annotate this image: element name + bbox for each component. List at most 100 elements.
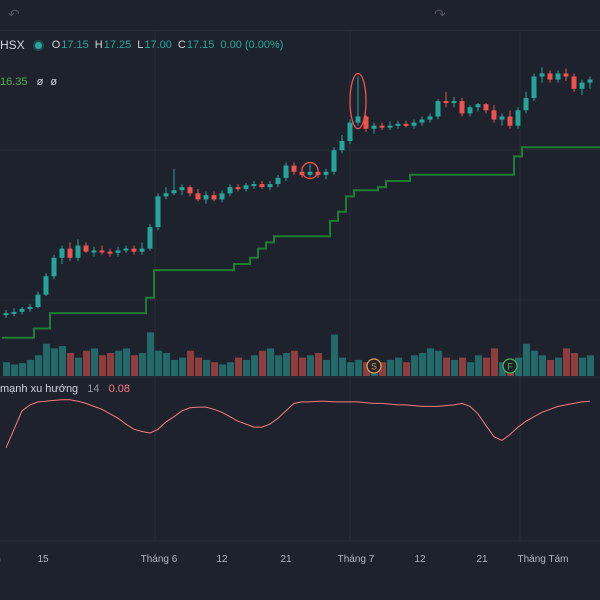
volume-bar [563,348,570,376]
volume-bar [451,359,458,376]
symbol-legend: HSX O 17.15 H 17.25 L 17.00 C 17.15 0.00… [0,37,289,53]
candle-body [427,116,433,120]
volume-bar [243,359,250,376]
candle-body [307,171,313,175]
volume-bar [43,343,50,376]
indicator-value: 0.08 [108,383,130,395]
candle [507,110,513,129]
candle-body [259,184,265,188]
volume-bar [355,359,362,376]
volume-bar [363,362,370,376]
top-toolbar: ↶ ↷ [0,0,600,31]
candle [483,102,489,114]
candle [123,245,129,253]
candle [491,105,497,123]
candle-body [403,123,409,126]
volume-bar [147,332,154,376]
volume-bar [491,348,498,376]
volume-bar [19,363,26,376]
signal-badge-s [366,358,382,374]
candle [131,245,137,255]
volume-bar [235,357,242,376]
candle-body [179,187,185,191]
volume-bars [3,332,594,376]
candle-body [67,248,73,258]
candle [291,162,297,175]
volume-bar [227,362,234,376]
candle [243,182,249,192]
candle [355,76,361,126]
candle [163,187,169,200]
volume-bar [403,362,410,376]
candle-body [475,104,481,108]
candle [11,308,17,317]
candle [387,121,393,130]
symbol-label[interactable]: HSX [0,38,25,52]
candle [347,119,353,145]
candle-body [155,196,161,228]
volume-bar [523,343,530,376]
candle-body [411,122,417,126]
candle-body [195,193,201,200]
volume-bar [107,353,114,376]
undo-icon[interactable]: ↶ [8,6,20,22]
x-tick-label: n [0,554,1,565]
stop-placeholder-1: ø [36,76,44,88]
candle [235,184,241,192]
signal-badge-s-label: S [371,362,377,372]
candle [59,245,65,264]
volume-bar [155,350,162,376]
volume-bar [75,357,82,376]
candle-body [227,187,233,194]
volume-bar [395,357,402,376]
candle [35,291,41,309]
highlight-ellipse [349,72,367,130]
candle-body [107,251,113,254]
candle [579,79,585,95]
candle [3,310,9,319]
candle [155,193,161,231]
volume-bar [291,350,298,376]
volume-bar [459,357,466,376]
candle [515,107,521,129]
candle [467,105,473,117]
indicator-title[interactable]: mạnh xu hướng [0,383,79,395]
candle-body [443,101,449,104]
volume-bar [99,355,106,376]
candle-body [395,123,401,126]
candle-body [483,104,489,111]
candle-body [43,276,49,295]
indicator-legend: mạnh xu hướng 14 0.08 [0,383,130,395]
candle-body [507,116,513,126]
stop-legend: 16.35 ø ø [0,76,61,88]
redo-icon[interactable]: ↷ [434,6,446,22]
candle [547,70,553,83]
candle [195,188,201,202]
candle [251,180,257,189]
volume-bar [67,353,74,376]
candle [99,245,105,255]
x-tick-label: 12 [414,554,426,565]
signal-badge-f-label: F [507,362,513,372]
signal-badge-f [502,358,518,374]
candle [459,98,465,117]
volume-bar [571,353,578,376]
volume-bar [531,350,538,376]
volume-bar [131,355,138,376]
candle-body [3,313,9,316]
candle-body [523,98,529,111]
volume-bar [411,355,418,376]
volume-bar [443,357,450,376]
candle [51,254,57,280]
change-value: 0.00 (0.00%) [220,39,284,51]
candle-body [347,122,353,142]
candle-body [283,165,289,178]
candle [83,242,89,253]
volume-bar [211,362,218,376]
volume-bar [331,334,338,376]
candle-body [451,101,457,104]
candle [379,122,385,130]
candle-body [563,73,569,77]
candle [395,120,401,129]
